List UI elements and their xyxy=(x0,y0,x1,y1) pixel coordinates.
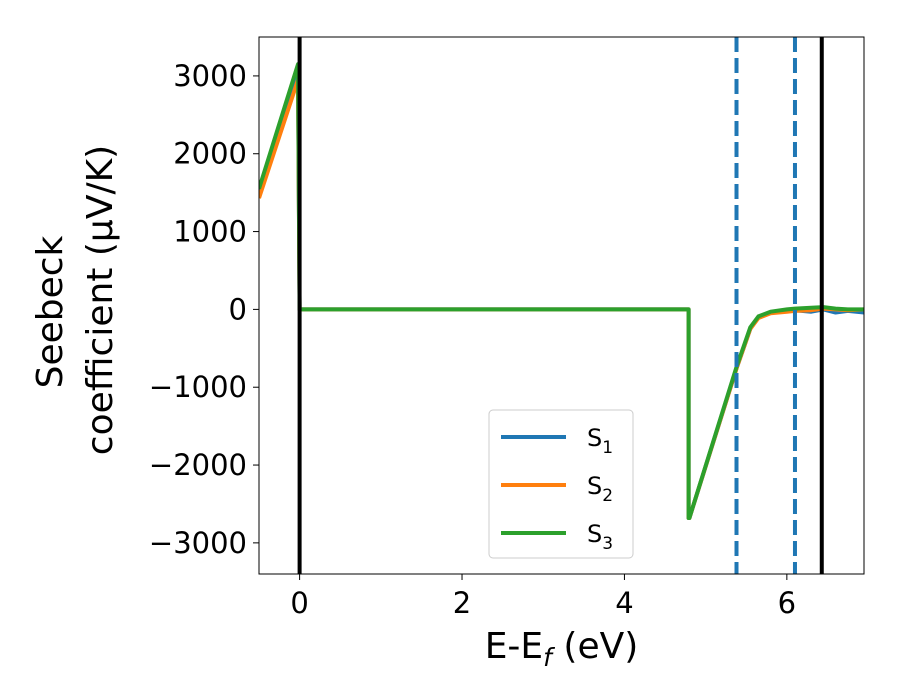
y-tick-label: 3000 xyxy=(173,59,247,93)
x-tick-label: 4 xyxy=(615,586,633,620)
x-axis-title-unit: (eV) xyxy=(552,626,638,667)
y-axis: 3000 2000 1000 0 −1000 −2000 −3000 xyxy=(149,59,259,560)
y-axis-title: Seebeck coefficient (μV/K) xyxy=(30,145,121,455)
legend-label-s3: S3 xyxy=(587,520,613,554)
y-tick-label: −2000 xyxy=(149,448,247,482)
x-tick-label: 6 xyxy=(778,586,796,620)
y-tick-label: −1000 xyxy=(149,370,247,404)
plot-area xyxy=(259,37,864,574)
x-axis-title-main: E-E xyxy=(485,626,543,667)
y-tick-label: 1000 xyxy=(173,215,247,249)
plot-frame xyxy=(258,36,865,575)
y-tick-label: 0 xyxy=(229,292,247,326)
y-tick-label: −3000 xyxy=(149,526,247,560)
legend-label-s1: S1 xyxy=(587,424,613,458)
legend: S1 S2 S3 xyxy=(488,409,634,559)
y-axis-title-line1: Seebeck xyxy=(30,235,71,388)
x-tick-label: 2 xyxy=(453,586,471,620)
x-tick-label: 0 xyxy=(290,586,308,620)
y-tick-label: 2000 xyxy=(173,137,247,171)
y-axis-title-line2: coefficient (μV/K) xyxy=(80,145,121,455)
x-axis: 0 2 4 6 xyxy=(290,574,796,620)
x-axis-title: E-Ef (eV) xyxy=(485,626,639,672)
legend-label-s2: S2 xyxy=(587,472,613,506)
